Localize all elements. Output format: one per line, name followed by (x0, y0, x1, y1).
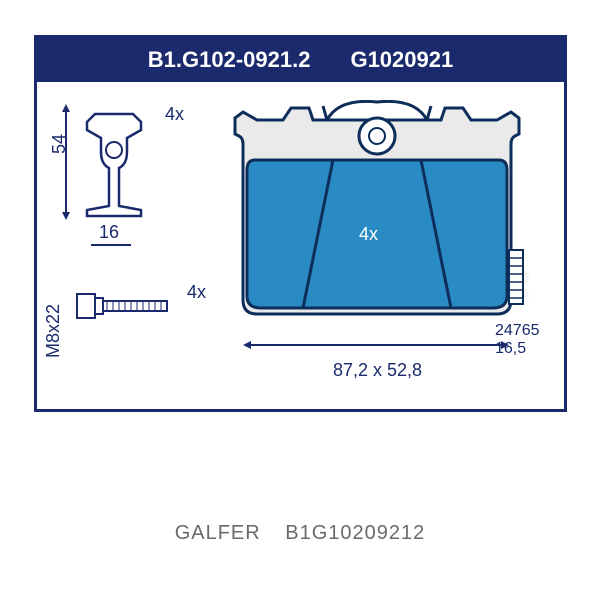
height-dimension-label: 54 (49, 134, 70, 154)
diagram-frame: B1.G102-0921.2 G1020921 GALFER 54 4x 16 (34, 35, 567, 412)
footer-brand: GALFER (175, 522, 261, 544)
pad-dimension-arrow (249, 344, 503, 346)
pad-qty-label: 4x (359, 224, 378, 245)
width-dimension-arrow (91, 244, 131, 246)
bolt-qty-label: 4x (187, 282, 206, 303)
width-dimension-label: 16 (99, 222, 119, 243)
height-dimension-arrow (65, 110, 67, 214)
brake-pad-icon (229, 100, 525, 318)
pad-thickness-value: 16,5 (495, 340, 526, 357)
pad-part-number-value: 24765 (495, 322, 540, 339)
pad-dimension-label: 87,2 x 52,8 (333, 360, 422, 381)
bolt-icon (75, 288, 175, 324)
backing-plate-icon (75, 110, 153, 218)
footer-sku: B1G10209212 (285, 522, 425, 544)
part-code: B1.G102-0921.2 (148, 47, 311, 73)
footer: GALFER B1G10209212 (0, 522, 600, 545)
backing-plate-qty-label: 4x (165, 104, 184, 125)
bolt-spec-label: M8x22 (43, 304, 64, 358)
pad-part-number: 24765 16,5 (495, 322, 564, 358)
alt-code: G1020921 (350, 47, 453, 73)
content-area: GALFER 54 4x 16 (37, 82, 564, 409)
header-bar: B1.G102-0921.2 G1020921 (37, 38, 564, 82)
